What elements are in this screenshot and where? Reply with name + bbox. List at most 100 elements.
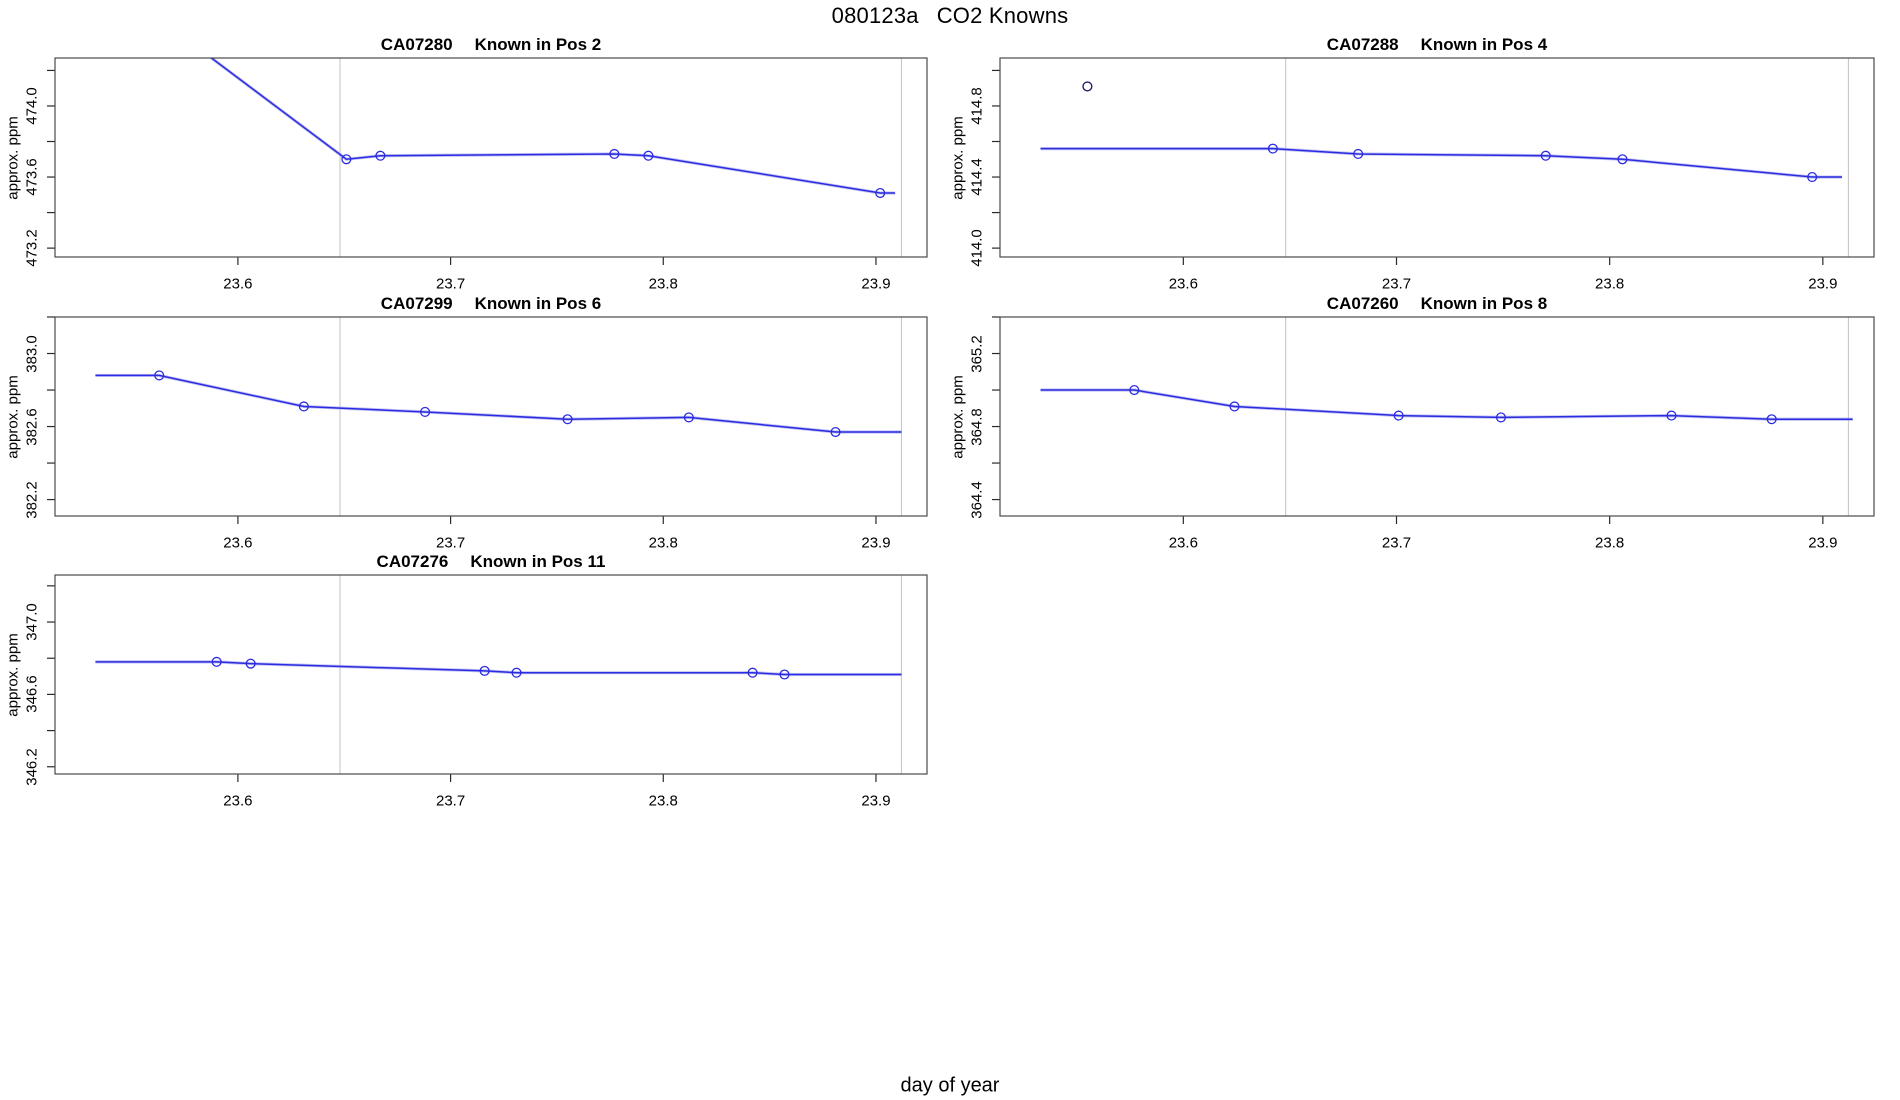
data-line [1040, 389, 1853, 420]
x-axis-title: day of year [900, 1074, 1000, 1097]
data-point [1807, 171, 1818, 183]
x-tick-label: 23.6 [1168, 275, 1198, 293]
panel-title: CA07260 Known in Pos 8 [1327, 294, 1547, 314]
y-axis-title: approx. ppm [4, 632, 22, 717]
x-tick-label: 23.9 [1808, 534, 1838, 552]
data-point [609, 148, 620, 159]
x-tick-label: 23.8 [1595, 534, 1625, 552]
data-line-halo [1040, 147, 1843, 179]
data-point [1229, 401, 1240, 412]
panel-position-label: Known in Pos 2 [474, 35, 602, 54]
data-point [1267, 143, 1278, 154]
x-tick-label: 23.9 [861, 792, 891, 810]
y-axis-title: approx. ppm [4, 374, 22, 459]
y-axis-title: approx. ppm [949, 115, 967, 200]
data-point [1540, 150, 1551, 161]
panel-position-label: Known in Pos 4 [1420, 35, 1548, 54]
panel-instrument: CA07299 [380, 294, 453, 313]
x-tick-label: 23.8 [648, 792, 678, 810]
y-tick-label: 474.0 [23, 87, 41, 125]
x-tick-label: 23.7 [1381, 534, 1412, 552]
data-point [298, 401, 309, 412]
plot-svg [992, 316, 1875, 524]
data-point [1666, 410, 1677, 421]
y-tick-label: 382.2 [23, 480, 41, 519]
plot-border [54, 574, 928, 775]
plot-border [54, 316, 928, 517]
data-point [1353, 148, 1364, 159]
x-tick-label: 23.8 [1595, 275, 1625, 293]
plot-svg [47, 316, 928, 524]
data-point [341, 154, 352, 165]
y-tick-label: 473.2 [23, 229, 41, 267]
data-point [1495, 412, 1507, 423]
data-point [562, 414, 573, 425]
y-tick-label: 473.6 [23, 158, 41, 196]
data-point [1393, 410, 1404, 421]
main-title-prefix: 080123a [831, 3, 919, 28]
data-point [211, 656, 222, 667]
plot-svg [47, 57, 928, 265]
plot-svg [47, 574, 928, 782]
panel-instrument: CA07288 [1326, 35, 1399, 54]
y-tick-label: 364.4 [968, 480, 986, 519]
outlier-point [1082, 81, 1093, 92]
plot-border [999, 57, 1875, 258]
y-tick-label: 346.6 [23, 675, 41, 714]
x-tick-label: 23.6 [223, 792, 253, 810]
x-tick-label: 23.9 [861, 534, 891, 552]
data-point [747, 667, 758, 678]
data-point [875, 187, 886, 199]
y-tick-label: 414.0 [968, 229, 986, 267]
data-point [154, 370, 165, 381]
data-line [95, 374, 902, 433]
y-tick-label: 382.6 [23, 407, 41, 446]
x-tick-label: 23.8 [648, 534, 678, 552]
x-tick-label: 23.9 [1808, 275, 1838, 293]
data-point [683, 412, 694, 423]
main-title-text: CO2 Knowns [936, 3, 1069, 28]
y-tick-label: 414.8 [968, 87, 986, 125]
data-line-halo [208, 58, 896, 195]
data-point [1766, 414, 1777, 425]
y-tick-label: 365.2 [968, 334, 986, 373]
y-tick-label: 346.2 [23, 747, 41, 786]
panel-title: CA07276 Known in Pos 11 [377, 552, 606, 572]
x-tick-label: 23.6 [223, 534, 253, 552]
panel-position-label: Known in Pos 6 [474, 294, 602, 313]
y-tick-label: 414.4 [968, 158, 986, 196]
data-line-halo [95, 373, 902, 434]
x-tick-label: 23.7 [1381, 275, 1412, 293]
plot-border [999, 316, 1875, 517]
y-tick-label: 347.0 [23, 603, 41, 641]
x-tick-label: 23.9 [861, 275, 891, 293]
y-axis-title: approx. ppm [949, 374, 967, 459]
data-point [1129, 384, 1140, 396]
data-point [643, 150, 654, 161]
data-point [511, 667, 522, 678]
data-point [479, 665, 490, 676]
data-point [245, 658, 256, 669]
data-point [375, 150, 386, 161]
panel-instrument: CA07276 [376, 552, 449, 571]
panel-title: CA07299 Known in Pos 6 [381, 294, 601, 314]
panel-title: CA07280 Known in Pos 2 [381, 35, 601, 55]
panel-title: CA07288 Known in Pos 4 [1327, 35, 1547, 55]
panel-instrument: CA07280 [380, 35, 453, 54]
data-point [1617, 154, 1628, 165]
data-point [420, 406, 431, 417]
y-tick-label: 364.8 [968, 407, 986, 446]
x-tick-label: 23.7 [435, 275, 466, 293]
x-tick-label: 23.8 [648, 275, 678, 293]
plot-svg [992, 57, 1875, 265]
data-point [779, 669, 790, 680]
panel-instrument: CA07260 [1326, 294, 1399, 313]
main-title: 080123a CO2 Knowns [832, 3, 1069, 29]
data-line [95, 661, 902, 676]
y-axis-title: approx. ppm [4, 115, 22, 200]
data-line [210, 58, 896, 194]
x-tick-label: 23.6 [223, 275, 253, 293]
plot-border [54, 57, 928, 258]
x-tick-label: 23.6 [1168, 534, 1198, 552]
